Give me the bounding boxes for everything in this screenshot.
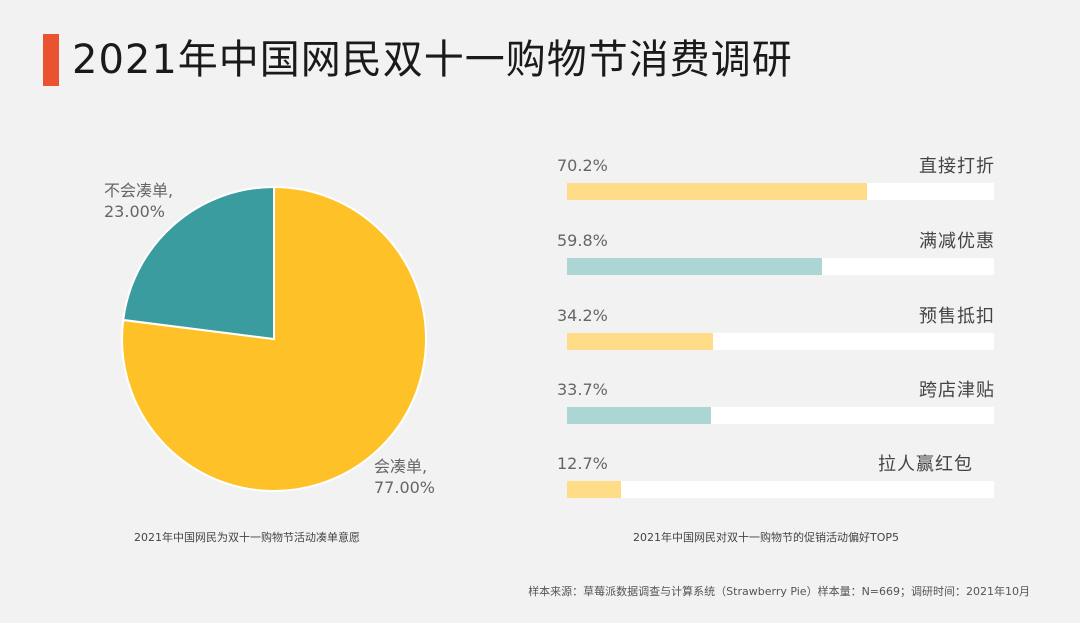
bar-category-label: 跨店津贴 bbox=[919, 380, 995, 401]
pie-label-wont-combine-value: 23.00% bbox=[104, 202, 166, 221]
page-title: 2021年中国网民双十一购物节消费调研 bbox=[72, 37, 793, 83]
bar-track bbox=[567, 481, 994, 498]
pie-label-will-combine-name: 会凑单, bbox=[374, 457, 428, 476]
bar-row: 12.7% 拉人赢红包 bbox=[557, 454, 995, 505]
bar-caption: 2021年中国网民对双十一购物节的促销活动偏好TOP5 bbox=[633, 531, 900, 544]
title-accent-bar bbox=[43, 34, 59, 86]
bar-fill bbox=[567, 333, 714, 350]
bar-row: 59.8% 满减优惠 bbox=[557, 231, 995, 282]
bar-track bbox=[567, 258, 994, 275]
bar-fill bbox=[567, 183, 867, 200]
bar-value-label: 70.2% bbox=[557, 156, 608, 175]
bar-value-label: 59.8% bbox=[557, 231, 608, 250]
bar-row: 70.2% 直接打折 bbox=[557, 156, 995, 207]
bar-value-label: 33.7% bbox=[557, 380, 608, 399]
pie-label-wont-combine: 不会凑单, 23.00% bbox=[104, 180, 173, 222]
bar-track bbox=[567, 407, 994, 424]
bar-category-label: 预售抵扣 bbox=[919, 306, 995, 327]
bar-category-label: 满减优惠 bbox=[919, 231, 995, 252]
pie-label-will-combine: 会凑单, 77.00% bbox=[374, 456, 435, 498]
bar-category-label: 直接打折 bbox=[919, 156, 995, 177]
pie-label-wont-combine-name: 不会凑单, bbox=[104, 181, 174, 200]
source-note: 样本来源：草莓派数据调查与计算系统（Strawberry Pie）样本量：N=6… bbox=[528, 585, 1030, 598]
bar-category-label: 拉人赢红包 bbox=[878, 454, 973, 475]
pie-label-will-combine-value: 77.00% bbox=[374, 478, 436, 497]
bar-row: 33.7% 跨店津贴 bbox=[557, 380, 995, 431]
pie-caption: 2021年中国网民为双十一购物节活动凑单意愿 bbox=[134, 531, 360, 544]
bar-track bbox=[567, 183, 994, 200]
bar-track bbox=[567, 333, 994, 350]
bar-fill bbox=[567, 258, 823, 275]
bar-value-label: 12.7% bbox=[557, 454, 608, 473]
bar-fill bbox=[567, 407, 711, 424]
bar-fill bbox=[567, 481, 622, 498]
pie-slice-0 bbox=[121, 185, 427, 492]
pie-slice-1 bbox=[122, 185, 275, 341]
pie-chart bbox=[121, 185, 427, 492]
bar-row: 34.2% 预售抵扣 bbox=[557, 306, 995, 357]
bar-value-label: 34.2% bbox=[557, 306, 608, 325]
